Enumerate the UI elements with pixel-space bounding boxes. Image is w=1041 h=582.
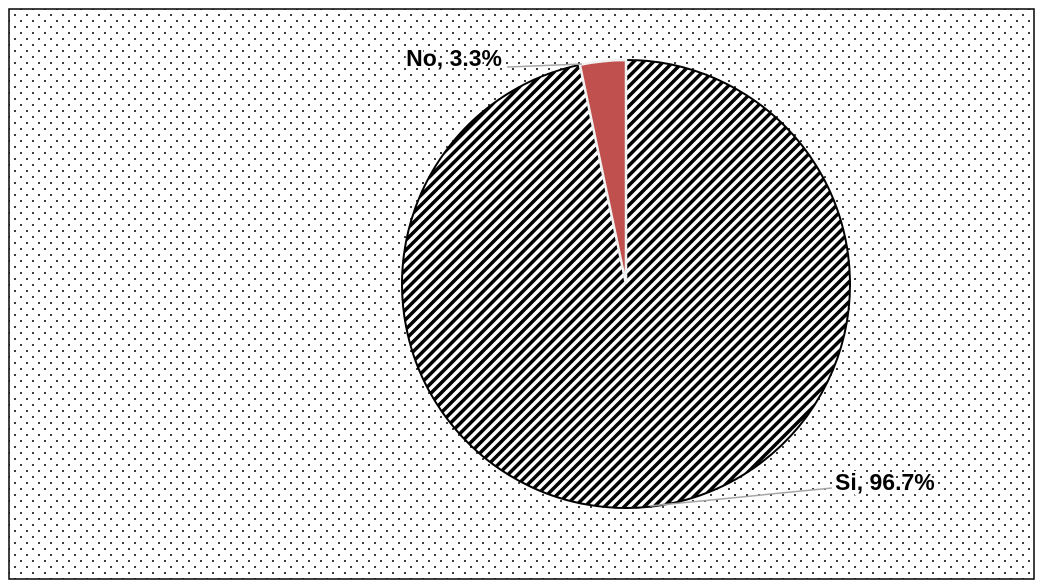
leader-line xyxy=(506,63,583,68)
data-label: No, 3.3% xyxy=(406,45,502,71)
leader-line xyxy=(649,487,833,507)
data-label: Si, 96.7% xyxy=(835,469,935,495)
